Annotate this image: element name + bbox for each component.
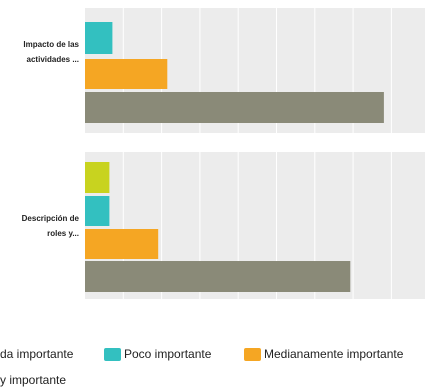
legend: da importante Poco importante Medianamente… xyxy=(0,347,404,387)
legend-label: y importante xyxy=(0,373,66,387)
bar xyxy=(85,59,168,89)
chart-panel: Impacto de las actividades ... xyxy=(23,8,425,133)
bar xyxy=(85,261,351,292)
category-label: roles y... xyxy=(47,229,79,238)
legend-swatch xyxy=(244,348,261,361)
bar xyxy=(85,162,110,193)
bar xyxy=(85,92,384,123)
category-label: actividades ... xyxy=(27,55,79,64)
bar xyxy=(85,196,110,226)
bar xyxy=(85,229,159,259)
category-label: Impacto de las xyxy=(23,40,79,49)
legend-swatch xyxy=(104,348,121,361)
bar xyxy=(85,22,113,54)
legend-label: Medianamente importante xyxy=(264,347,404,361)
legend-label: Poco importante xyxy=(124,347,212,361)
legend-label: da importante xyxy=(0,347,74,361)
chart-panels: Impacto de las actividades ... Descripción… xyxy=(22,8,425,299)
category-label: Descripción de xyxy=(22,214,80,223)
chart-panel: Descripción de roles y... xyxy=(22,152,425,299)
